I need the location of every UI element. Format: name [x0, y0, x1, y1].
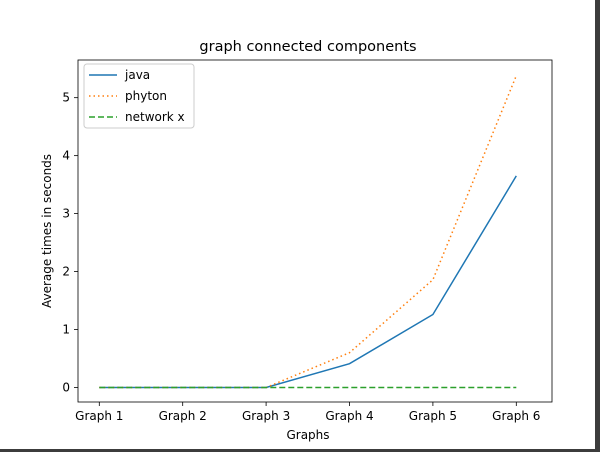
y-tick-label: 1 [62, 323, 70, 337]
legend-label: java [124, 68, 150, 82]
legend-label: phyton [125, 89, 167, 103]
x-tick-label: Graph 5 [409, 409, 457, 423]
x-tick-label: Graph 1 [75, 409, 123, 423]
legend-box [83, 63, 195, 129]
x-tick-label: Graph 4 [325, 409, 373, 423]
plot-area [77, 59, 553, 403]
x-axis-label: Graphs [286, 428, 329, 442]
y-tick-label: 5 [62, 91, 70, 105]
legend: java phyton network x [83, 63, 195, 129]
series-line-phyton [99, 75, 517, 389]
chart-title: graph connected components [199, 39, 416, 55]
y-tick-label: 4 [62, 149, 70, 163]
series-line-java [99, 175, 517, 389]
series-lines [99, 75, 517, 389]
y-tick-label: 2 [62, 265, 70, 279]
y-axis: 0 1 2 3 4 5 [62, 91, 78, 395]
x-tick-label: Graph 2 [159, 409, 207, 423]
legend-label: network x [125, 110, 185, 124]
x-axis: Graph 1 Graph 2 Graph 3 Graph 4 Graph 5 Graph… [75, 402, 540, 423]
x-tick-label: Graph 6 [492, 409, 540, 423]
y-tick-label: 0 [62, 381, 70, 395]
y-tick-label: 3 [62, 207, 70, 221]
x-tick-label: Graph 3 [242, 409, 290, 423]
y-axis-label: Average times in seconds [40, 154, 54, 308]
